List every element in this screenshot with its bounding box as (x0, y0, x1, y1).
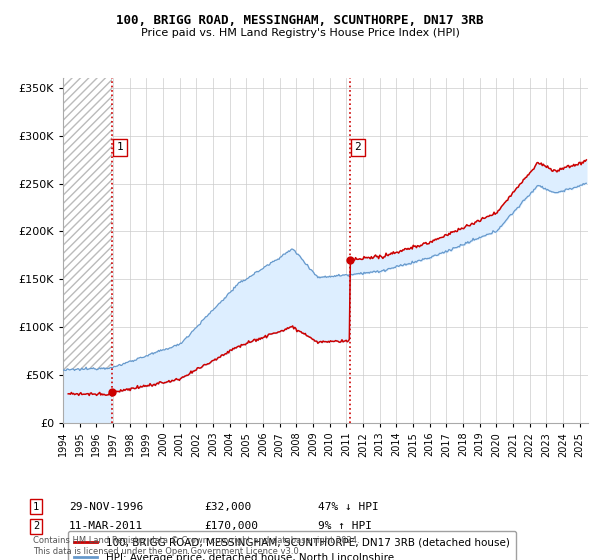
Text: Price paid vs. HM Land Registry's House Price Index (HPI): Price paid vs. HM Land Registry's House … (140, 28, 460, 38)
Text: £32,000: £32,000 (204, 502, 251, 512)
Text: 100, BRIGG ROAD, MESSINGHAM, SCUNTHORPE, DN17 3RB: 100, BRIGG ROAD, MESSINGHAM, SCUNTHORPE,… (116, 14, 484, 27)
Text: 1: 1 (33, 502, 39, 512)
Text: 2: 2 (33, 521, 39, 531)
Text: 29-NOV-1996: 29-NOV-1996 (69, 502, 143, 512)
Text: 2: 2 (355, 142, 361, 152)
Text: Contains HM Land Registry data © Crown copyright and database right 2024.
This d: Contains HM Land Registry data © Crown c… (33, 536, 359, 556)
Text: 1: 1 (116, 142, 123, 152)
Text: 11-MAR-2011: 11-MAR-2011 (69, 521, 143, 531)
Text: 47% ↓ HPI: 47% ↓ HPI (318, 502, 379, 512)
Bar (63, 78, 112, 423)
Text: 9% ↑ HPI: 9% ↑ HPI (318, 521, 372, 531)
Legend: 100, BRIGG ROAD, MESSINGHAM, SCUNTHORPE, DN17 3RB (detached house), HPI: Average: 100, BRIGG ROAD, MESSINGHAM, SCUNTHORPE,… (68, 531, 516, 560)
Text: £170,000: £170,000 (204, 521, 258, 531)
